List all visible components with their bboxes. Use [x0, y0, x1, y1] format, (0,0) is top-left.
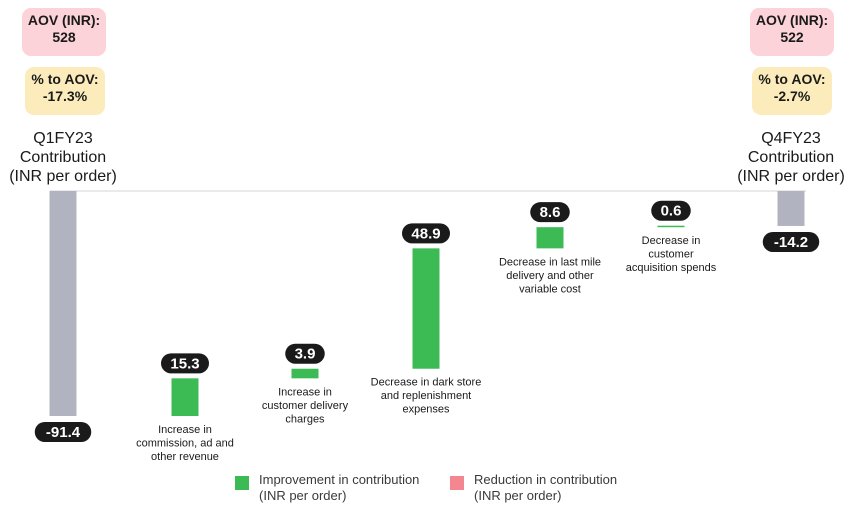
- start-period-label: Q1FY23 Contribution (INR per order): [9, 130, 117, 185]
- value-label-0: -91.4: [46, 424, 81, 441]
- start-pct-text: % to AOV: -17.3%: [31, 71, 99, 104]
- start-pct-box: % to AOV: -17.3%: [25, 67, 105, 115]
- value-badge-6: [762, 231, 820, 252]
- start-aov-text: AOV (INR): 528: [27, 12, 101, 45]
- value-label-3: 48.9: [411, 225, 440, 242]
- bar-2: [291, 368, 319, 379]
- value-label-6: -14.2: [774, 234, 808, 251]
- value-label-5: 0.6: [661, 203, 682, 220]
- bar-5: [657, 225, 685, 228]
- value-badge-1: [161, 353, 209, 374]
- value-badge-2: [285, 343, 325, 364]
- bar-6: [777, 191, 805, 226]
- value-badge-0: [34, 422, 92, 442]
- legend-improvement-label: Improvement in contribution (INR per ord…: [259, 472, 420, 503]
- legend-improvement-swatch: [235, 476, 249, 490]
- end-period-label: Q4FY23 Contribution (INR per order): [737, 130, 845, 185]
- end-pct-box: % to AOV: -2.7%: [752, 67, 832, 115]
- value-label-4: 8.6: [540, 204, 561, 221]
- legend-reduction: Reduction in contribution (INR per order…: [450, 472, 654, 504]
- end-aov-box: AOV (INR): 522: [750, 8, 834, 56]
- value-label-1: 15.3: [170, 355, 199, 372]
- bar-1: [171, 378, 199, 416]
- category-label-3: Decrease in dark store and replenishment e…: [371, 377, 482, 416]
- end-aov-text: AOV (INR): 522: [755, 12, 829, 45]
- value-badge-4: [530, 202, 570, 223]
- category-label-2: Increase in customer delivery charges: [262, 386, 349, 425]
- legend-reduction-label: Reduction in contribution (INR per order…: [474, 472, 618, 503]
- category-label-1: Increase in commission, ad and other reven…: [136, 424, 234, 463]
- value-label-2: 3.9: [295, 346, 316, 363]
- category-label-5: Decrease in customer acquisition spends: [626, 235, 717, 274]
- value-badge-5: [651, 200, 691, 221]
- legend-reduction-swatch: [450, 476, 464, 490]
- bar-0: [49, 191, 77, 416]
- bar-4: [536, 227, 564, 249]
- end-pct-text: % to AOV: -2.7%: [758, 71, 826, 104]
- legend-improvement: Improvement in contribution (INR per ord…: [235, 472, 439, 504]
- start-aov-box: AOV (INR): 528: [22, 8, 106, 56]
- bar-3: [412, 248, 440, 369]
- category-label-4: Decrease in last mile delivery and other v…: [499, 256, 601, 295]
- value-badge-3: [402, 223, 450, 244]
